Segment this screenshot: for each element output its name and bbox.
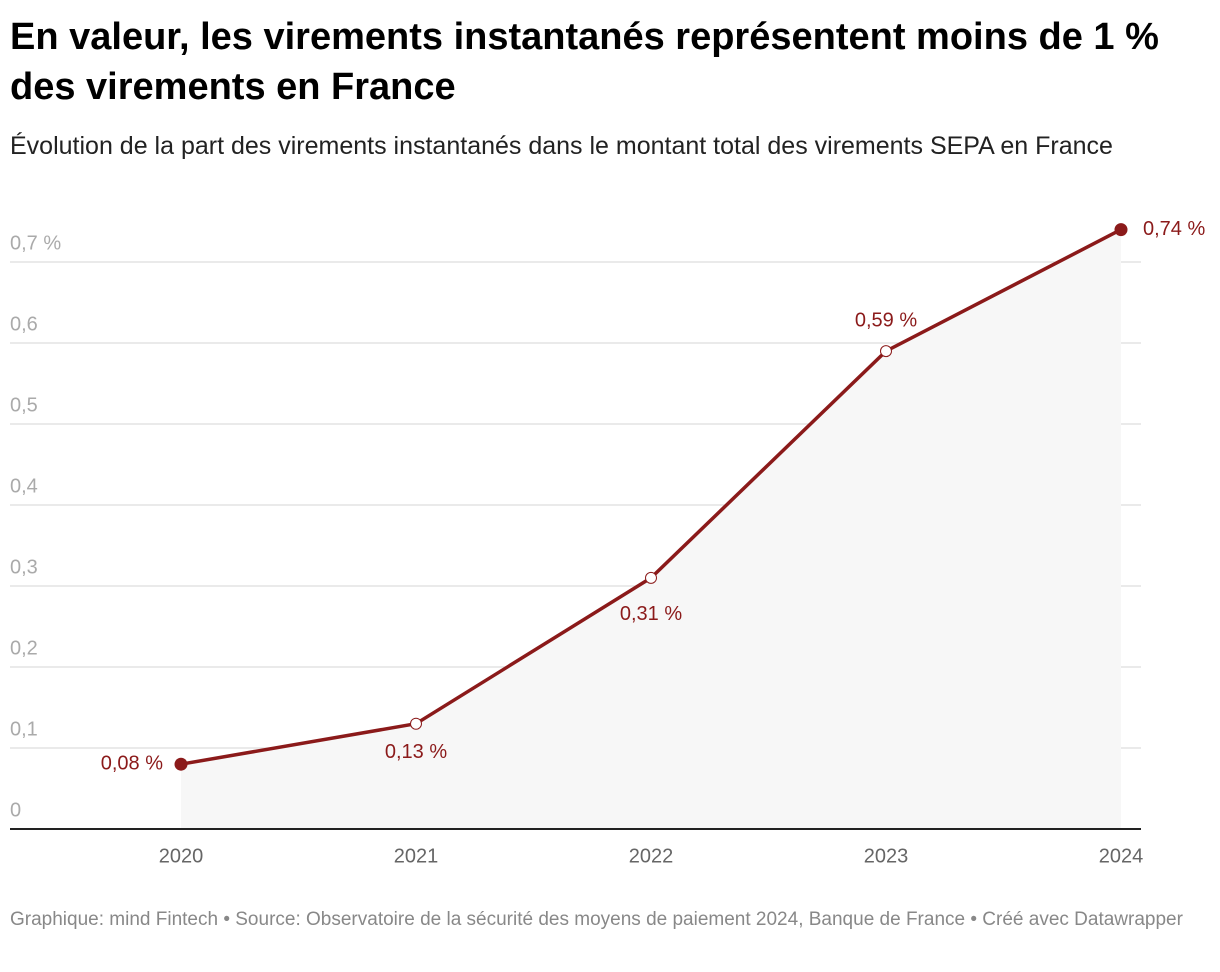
y-tick-label: 0,4 (10, 475, 38, 497)
y-tick-label: 0,3 (10, 556, 38, 578)
chart-footer: Graphique: mind Fintech • Source: Observ… (10, 909, 1183, 930)
x-tick-label: 2022 (629, 845, 674, 867)
x-tick-label: 2023 (864, 845, 909, 867)
y-tick-label: 0,2 (10, 637, 38, 659)
point (1114, 223, 1128, 237)
y-tick-label: 0,1 (10, 718, 38, 740)
value-label: 0,74 % (1143, 218, 1205, 240)
chart-subtitle: Évolution de la part des virements insta… (10, 132, 1113, 160)
value-label: 0,31 % (620, 603, 682, 625)
value-label: 0,08 % (101, 752, 163, 774)
point (880, 345, 892, 358)
x-tick-label: 2021 (394, 845, 439, 867)
value-label: 0,13 % (385, 741, 447, 763)
value-label: 0,59 % (855, 309, 917, 331)
y-tick-label: 0,6 (10, 313, 38, 335)
y-tick-label: 0,7 % (10, 232, 61, 254)
point (410, 717, 422, 730)
y-tick-label: 0 (10, 799, 21, 821)
point (174, 757, 188, 771)
x-tick-label: 2020 (159, 845, 204, 867)
x-tick-label: 2024 (1099, 845, 1144, 867)
chart-title: En valeur, les virements instantanés rep… (10, 16, 1159, 108)
y-tick-label: 0,5 (10, 394, 38, 416)
area (181, 229, 1121, 830)
point (645, 571, 657, 584)
